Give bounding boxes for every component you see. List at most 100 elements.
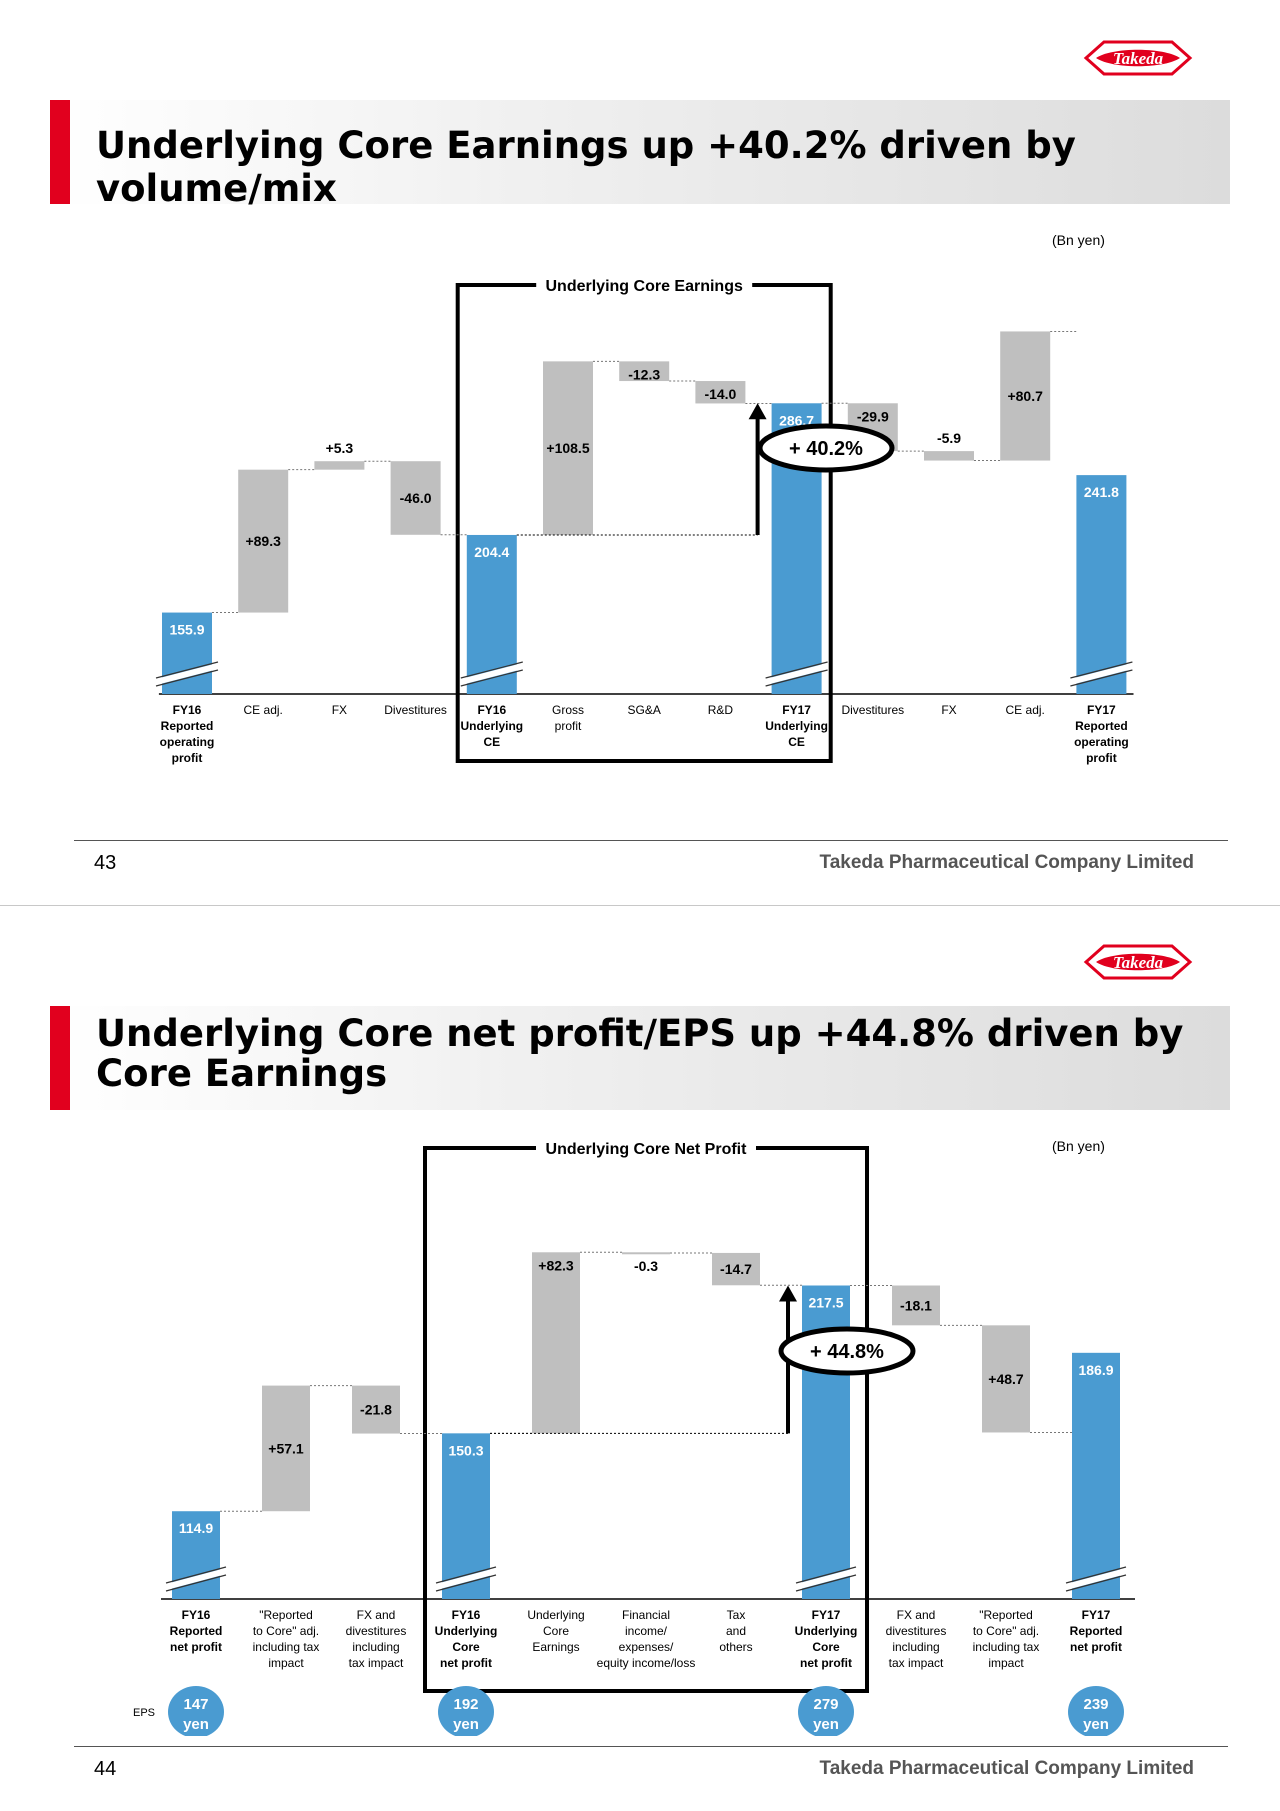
category-label-8-3: tax impact xyxy=(889,1656,944,1670)
axis-break-line-a-0 xyxy=(165,1574,227,1592)
category-label-1-1: to Core" adj. xyxy=(253,1624,319,1638)
category-label-7-0: R&D xyxy=(708,703,734,717)
category-label-6-1: and xyxy=(726,1624,746,1638)
eps-bubble-2 xyxy=(798,1686,854,1736)
page-title: Underlying Core net profit/EPS up +44.8%… xyxy=(96,1014,1183,1094)
axis-break-gap-7 xyxy=(795,1568,857,1590)
category-label-2-3: tax impact xyxy=(349,1656,404,1670)
data-label-6: -14.7 xyxy=(720,1261,752,1277)
category-label-5-0: Financial xyxy=(622,1608,670,1622)
slide-divider xyxy=(0,905,1280,906)
bar-total-12 xyxy=(1076,475,1127,694)
category-label-7-1: Underlying xyxy=(795,1624,858,1638)
eps-bubble-1 xyxy=(438,1686,494,1736)
axis-break-gap-3 xyxy=(435,1568,497,1590)
axis-break-line-a-7 xyxy=(795,1574,857,1592)
data-label-7: 217.5 xyxy=(808,1295,843,1311)
page-number: 43 xyxy=(94,852,117,874)
category-label-6-0: Tax xyxy=(727,1608,746,1622)
axis-break-line-b-7 xyxy=(795,1566,857,1584)
unit-label: (Bn yen) xyxy=(1052,1138,1105,1154)
category-label-10-2: net profit xyxy=(1070,1640,1122,1654)
bar-delta-1 xyxy=(262,1385,310,1512)
axis-break-line-b-4 xyxy=(460,661,523,679)
category-label-7-2: Core xyxy=(812,1640,840,1654)
takeda-logo: Takeda xyxy=(1082,942,1194,982)
company-name: Takeda Pharmaceutical Company Limited xyxy=(819,1758,1195,1779)
footer-rule xyxy=(74,1746,1228,1747)
category-label-3-1: Underlying xyxy=(435,1624,498,1638)
category-label-10-0: FY17 xyxy=(1082,1608,1111,1622)
data-label-7: -14.0 xyxy=(704,386,736,402)
waterfall-chart-core-earnings: Underlying Core Earnings 155.9 FY16 Reporte… xyxy=(155,278,1134,765)
data-label-1: +57.1 xyxy=(268,1440,304,1456)
page-title-line-1: Underlying Core net profit/EPS up +44.8%… xyxy=(96,1012,1184,1055)
category-label-4-2: CE xyxy=(483,735,500,749)
axis-break-line-a-3 xyxy=(435,1574,497,1592)
data-label-5: -0.3 xyxy=(634,1258,658,1274)
page-number: 44 xyxy=(94,1758,117,1780)
title-accent-bar xyxy=(50,1006,70,1110)
bar-delta-1 xyxy=(238,469,289,613)
category-label-8-1: divestitures xyxy=(886,1624,947,1638)
category-label-0-2: operating xyxy=(160,735,215,749)
bar-delta-9 xyxy=(982,1325,1030,1433)
category-label-10-1: Reported xyxy=(1070,1624,1123,1638)
title-band: Underlying Core net profit/EPS up +44.8%… xyxy=(50,1006,1230,1110)
category-label-8-0: FX and xyxy=(897,1608,936,1622)
growth-ellipse xyxy=(778,1326,916,1376)
data-label-5: +108.5 xyxy=(546,440,589,456)
data-label-1: +89.3 xyxy=(245,533,281,549)
footer-rule xyxy=(74,840,1228,841)
category-label-9-2: including tax xyxy=(973,1640,1040,1654)
axis-break-line-a-8 xyxy=(765,669,828,687)
category-label-6-2: others xyxy=(719,1640,752,1654)
bar-delta-7 xyxy=(695,381,746,404)
axis-break-gap-10 xyxy=(1065,1568,1127,1590)
axis-break-line-b-10 xyxy=(1065,1566,1127,1584)
category-label-8-1: Underlying xyxy=(765,719,828,733)
axis-break-line-a-12 xyxy=(1070,669,1133,687)
category-label-9-1: to Core" adj. xyxy=(973,1624,1039,1638)
category-label-9-0: Divestitures xyxy=(841,703,904,717)
data-label-9: +48.7 xyxy=(988,1371,1024,1387)
bar-delta-4 xyxy=(532,1252,580,1434)
axis-break-gap-4 xyxy=(460,663,524,685)
data-label-8: 286.7 xyxy=(779,412,814,428)
category-label-8-2: including xyxy=(892,1640,939,1654)
category-label-4-1: Underlying xyxy=(460,719,523,733)
page-title: Underlying Core Earnings up +40.2% drive… xyxy=(96,124,1076,210)
category-label-0-3: profit xyxy=(172,751,203,765)
category-label-8-0: FY17 xyxy=(782,703,811,717)
category-label-3-2: Core xyxy=(452,1640,480,1654)
eps-unit-3: yen xyxy=(1083,1716,1109,1733)
category-label-4-0: FY16 xyxy=(477,703,506,717)
category-label-5-3: equity income/loss xyxy=(597,1656,696,1670)
axis-break-line-b-0 xyxy=(155,661,219,679)
axis-break-gap-12 xyxy=(1069,663,1134,685)
bar-delta-5 xyxy=(622,1252,670,1255)
title-band: Underlying Core Earnings up +40.2% drive… xyxy=(50,100,1230,210)
bracket-label: Underlying Core Net Profit xyxy=(546,1141,748,1158)
bracket-frame xyxy=(455,283,833,763)
eps-value-0: 147 xyxy=(183,1696,208,1713)
category-label-4-1: Core xyxy=(543,1624,569,1638)
axis-break-line-a-0 xyxy=(155,669,219,687)
category-label-3-3: net profit xyxy=(440,1656,492,1670)
category-label-10-0: FX xyxy=(941,703,956,717)
category-label-0-0: FY16 xyxy=(182,1608,211,1622)
bracket-label: Underlying Core Earnings xyxy=(546,278,743,295)
eps-unit-0: yen xyxy=(183,1716,209,1733)
axis-break-line-a-10 xyxy=(1065,1574,1127,1592)
eps-bubble-0 xyxy=(168,1686,224,1736)
axis-break-line-b-8 xyxy=(765,661,828,679)
bar-total-3 xyxy=(442,1433,490,1599)
data-label-6: -12.3 xyxy=(628,366,660,382)
bar-delta-3 xyxy=(390,461,441,535)
svg-text:Takeda: Takeda xyxy=(1113,49,1164,68)
category-label-5-1: profit xyxy=(555,719,582,733)
category-label-12-3: profit xyxy=(1086,751,1117,765)
category-label-4-0: Underlying xyxy=(527,1608,584,1622)
category-label-0-2: net profit xyxy=(170,1640,222,1654)
category-label-2-0: FX xyxy=(332,703,347,717)
